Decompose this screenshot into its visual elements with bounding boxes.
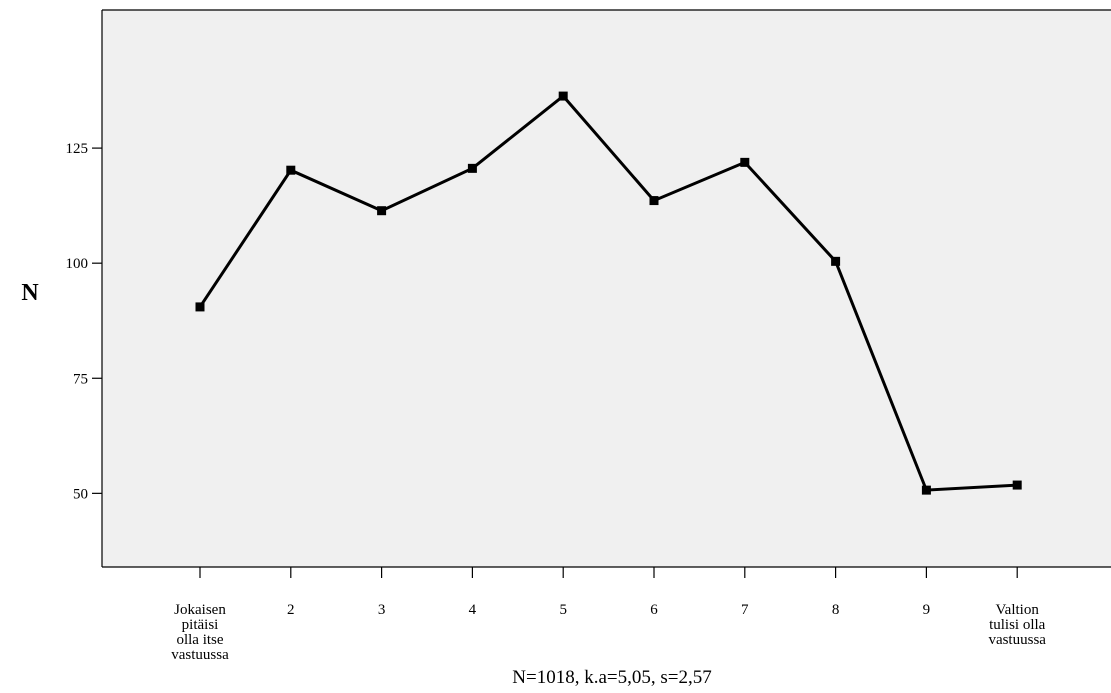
- y-axis-label: N: [21, 280, 39, 306]
- data-point: [286, 165, 296, 175]
- series-line: [198, 94, 1018, 492]
- y-tick-label: 125: [66, 141, 89, 157]
- x-tick-label: 3: [378, 602, 386, 618]
- data-point: [649, 196, 659, 206]
- x-tick-label: 7: [741, 602, 749, 618]
- data-point: [1012, 480, 1022, 490]
- x-tick-label: 4: [469, 602, 477, 618]
- data-point: [377, 206, 387, 216]
- x-tick-label: 8: [832, 602, 840, 618]
- y-tick-label: 100: [66, 256, 89, 272]
- x-ticks: Jokaisen pitäisi olla itse vastuussa 2 3 4 5 6 7 8…: [171, 567, 1046, 663]
- y-tick-label: 50: [73, 486, 88, 502]
- x-tick-label: 9: [923, 602, 931, 618]
- y-ticks: 50 75 100 125: [66, 141, 102, 502]
- chart-note: N=1018, k.a=5,05, s=2,57: [512, 667, 711, 688]
- y-tick-label: 75: [73, 371, 88, 387]
- plot-area: [102, 10, 1111, 567]
- x-tick-label: Jokaisen pitäisi olla itse vastuussa: [171, 602, 229, 663]
- data-point: [558, 91, 568, 101]
- x-tick-label: Valtion tulisi olla vastuussa: [988, 602, 1046, 648]
- data-point: [740, 157, 750, 167]
- data-point: [195, 302, 205, 312]
- x-tick-label: 6: [650, 602, 658, 618]
- x-tick-label: 2: [287, 602, 295, 618]
- data-point: [921, 485, 931, 495]
- data-point: [467, 163, 477, 173]
- data-markers: [195, 91, 1022, 495]
- x-tick-label: 5: [559, 602, 567, 618]
- data-point: [831, 256, 841, 266]
